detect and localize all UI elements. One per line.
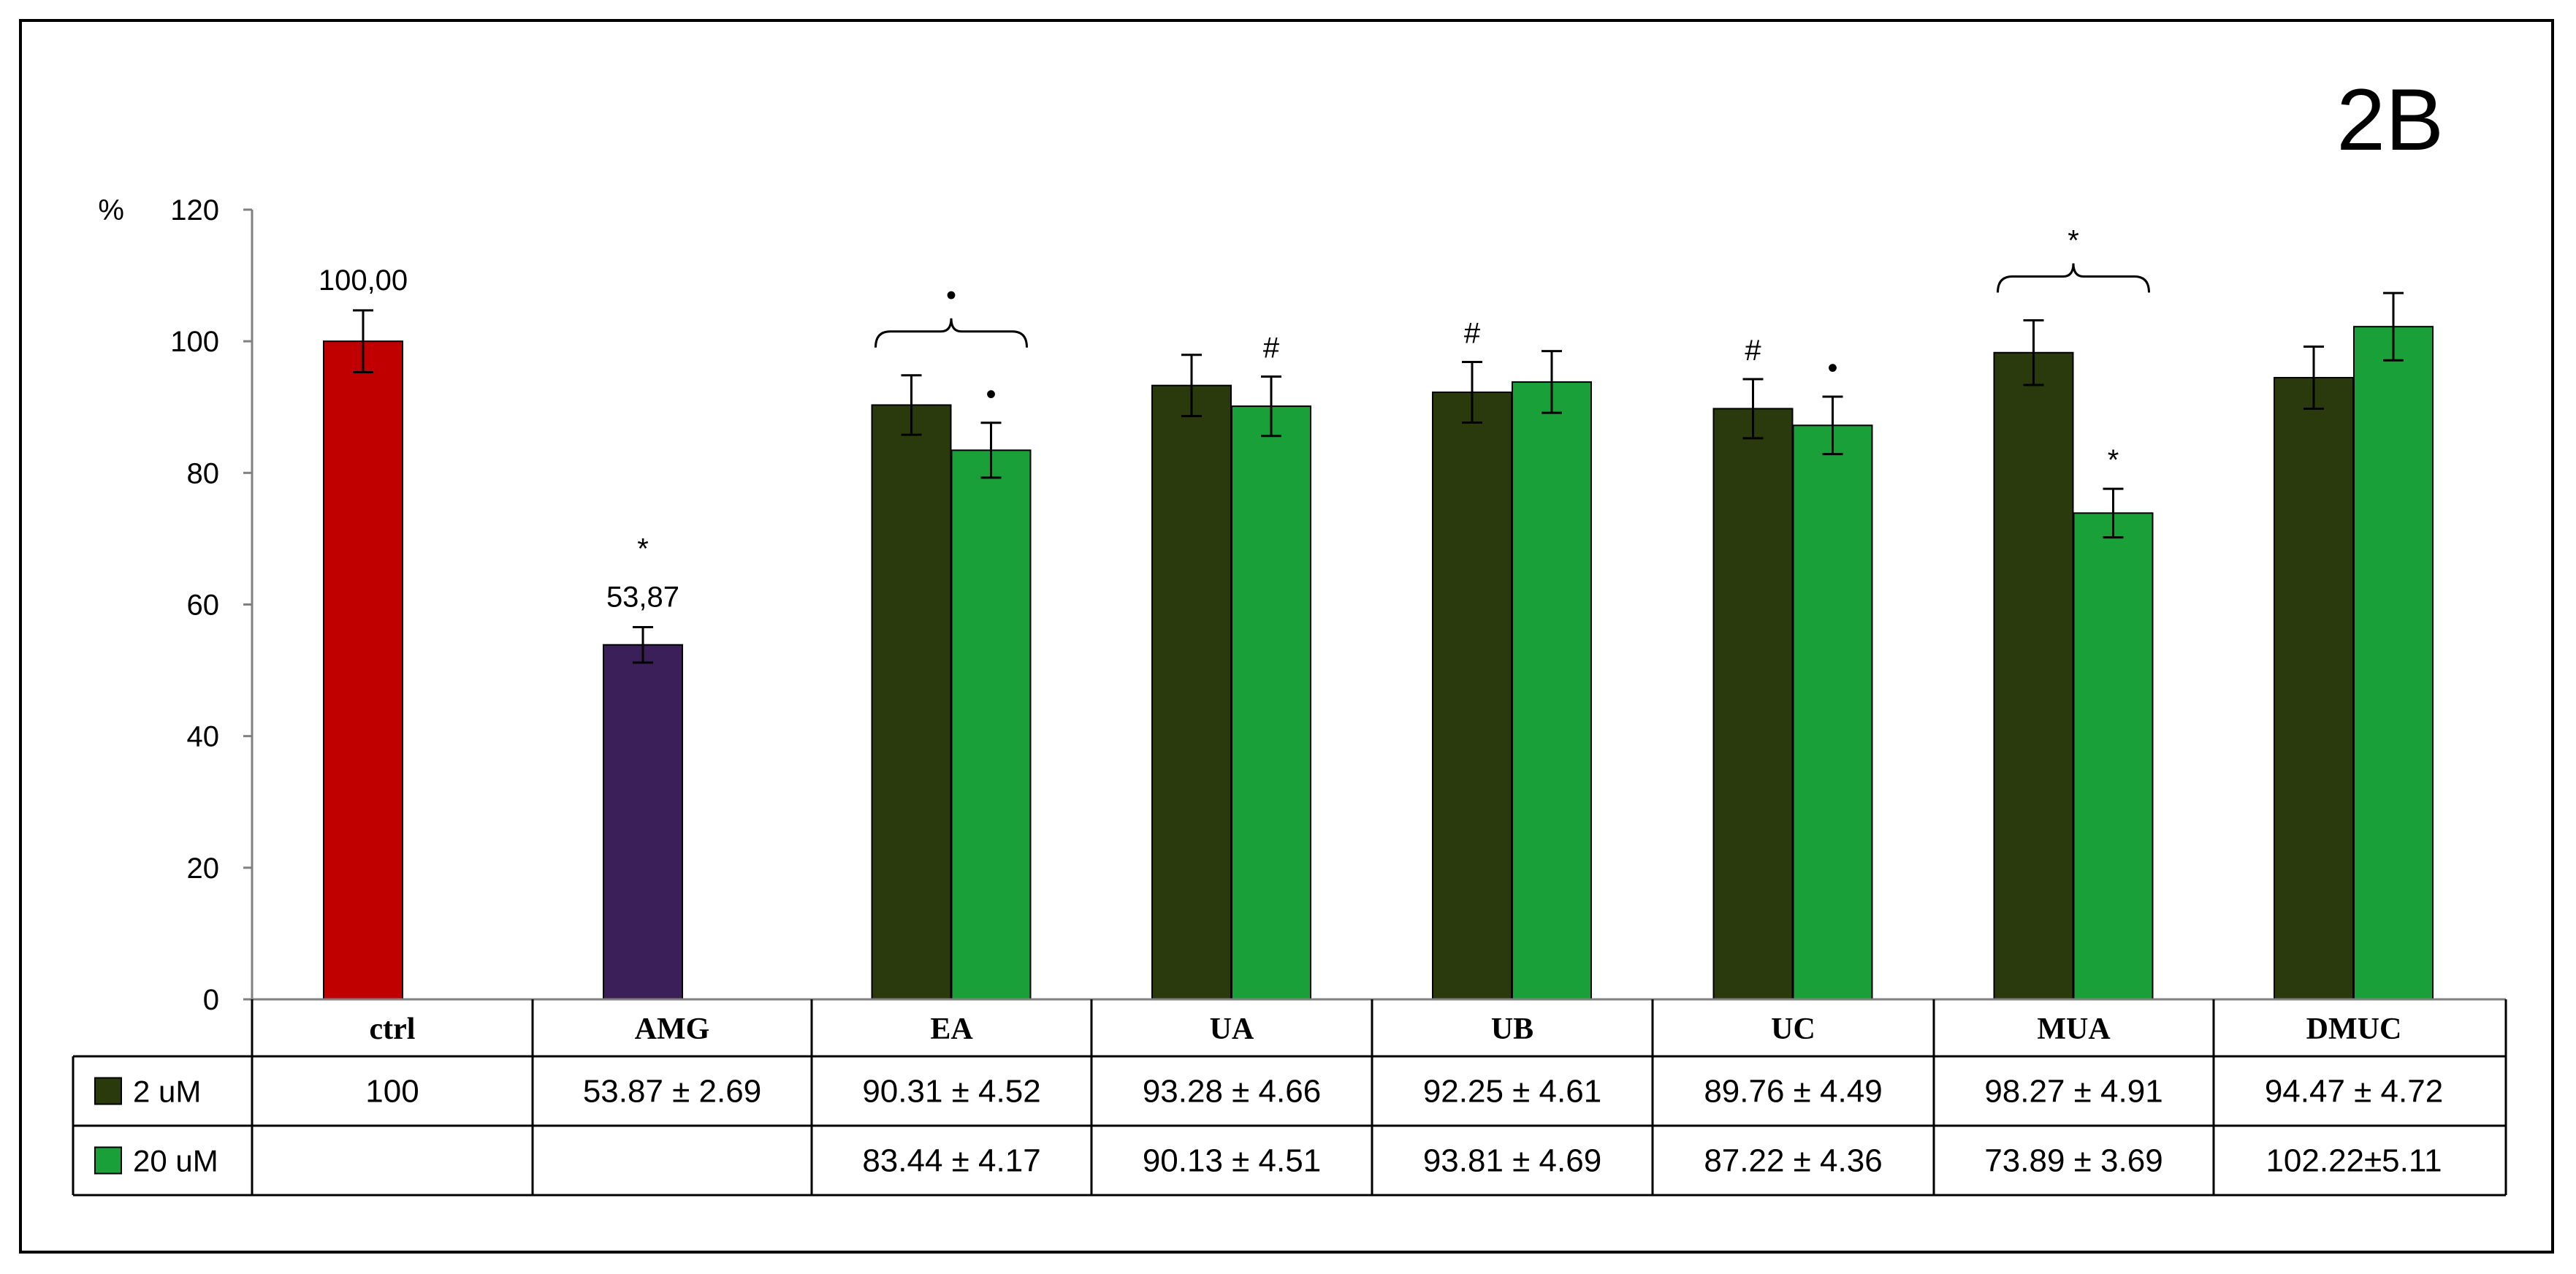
significance-mark-UC: # — [1745, 335, 1761, 367]
bar-label-ctrl: 100,00 — [319, 264, 408, 297]
bar-DMUC-20uM — [2353, 326, 2434, 1000]
bar-UC-20uM — [1792, 424, 1873, 1000]
y-tick-label: 0 — [203, 984, 219, 1016]
significance-mark-MUA: * — [2108, 444, 2119, 476]
table-cell: 92.25 ± 4.61 — [1423, 1074, 1601, 1110]
table-cell: 83.44 ± 4.17 — [862, 1143, 1040, 1179]
significance-dot-UC: • — [1827, 352, 1837, 384]
category-label-ctrl: ctrl — [370, 1012, 416, 1046]
category-label-UA: UA — [1210, 1012, 1254, 1046]
table-cell: 90.31 ± 4.52 — [862, 1074, 1040, 1110]
y-tick-label: 20 — [187, 852, 220, 885]
category-label-EA: EA — [930, 1012, 973, 1046]
table-cell: 73.89 ± 3.69 — [1984, 1143, 2162, 1179]
table-cell: 93.81 ± 4.69 — [1423, 1143, 1601, 1179]
significance-mark-UB: # — [1464, 317, 1481, 349]
category-label-AMG: AMG — [635, 1012, 710, 1046]
legend-label-20uM: 20 uM — [133, 1144, 218, 1178]
significance-dot-EA: • — [986, 378, 996, 411]
table-cell: 102.22±5.11 — [2266, 1143, 2442, 1179]
bracket-MUA — [1997, 263, 2150, 293]
category-label-DMUC: DMUC — [2306, 1012, 2402, 1046]
category-label-UC: UC — [1771, 1012, 1815, 1046]
bar-AMG — [603, 644, 683, 1000]
bar-label-AMG: 53,87 — [606, 581, 679, 613]
table-cell: 53.87 ± 2.69 — [583, 1074, 761, 1110]
table-cell: 98.27 ± 4.91 — [1984, 1074, 2162, 1110]
y-axis-label: % — [98, 194, 124, 226]
y-tick-label: 100 — [170, 326, 219, 358]
category-label-MUA: MUA — [2037, 1012, 2111, 1046]
legend-swatch-20uM — [94, 1146, 122, 1175]
legend-swatch-2uM — [94, 1077, 122, 1105]
bar-UB-2uM — [1432, 391, 1512, 1000]
legend-label-2uM: 2 uM — [133, 1075, 201, 1109]
bar-UA-20uM — [1231, 405, 1311, 1000]
bracket-mark-EA: • — [946, 280, 956, 312]
bar-EA-20uM — [950, 449, 1032, 1000]
y-tick-label: 80 — [187, 457, 220, 489]
table-cell: 93.28 ± 4.66 — [1143, 1074, 1321, 1110]
table-cell: 100 — [365, 1074, 419, 1110]
table-cell: 90.13 ± 4.51 — [1143, 1143, 1321, 1179]
table-cell: 94.47 ± 4.72 — [2265, 1074, 2443, 1110]
bar-UC-2uM — [1712, 408, 1794, 1000]
category-label-UB: UB — [1491, 1012, 1533, 1046]
bracket-mark-MUA: * — [2068, 225, 2079, 257]
bracket-EA — [874, 318, 1028, 348]
table-cell: 87.22 ± 4.36 — [1704, 1143, 1882, 1179]
bar-ctrl — [323, 340, 403, 1000]
table-cell: 89.76 ± 4.49 — [1704, 1074, 1882, 1110]
bar-UA-2uM — [1151, 384, 1232, 1000]
significance-mark-UA: # — [1263, 332, 1280, 364]
y-tick-label: 60 — [187, 590, 220, 622]
y-tick-label: 40 — [187, 721, 220, 753]
bar-EA-2uM — [871, 404, 952, 1000]
significance-mark-AMG: * — [637, 533, 649, 565]
bar-MUA-2uM — [1993, 351, 2074, 1000]
figure-frame — [19, 19, 2554, 1254]
panel-label: 2B — [2336, 71, 2444, 169]
bar-UB-20uM — [1512, 381, 1592, 1000]
y-tick-label: 120 — [170, 194, 219, 226]
bar-MUA-20uM — [2073, 512, 2154, 1000]
bar-DMUC-2uM — [2274, 376, 2354, 1000]
